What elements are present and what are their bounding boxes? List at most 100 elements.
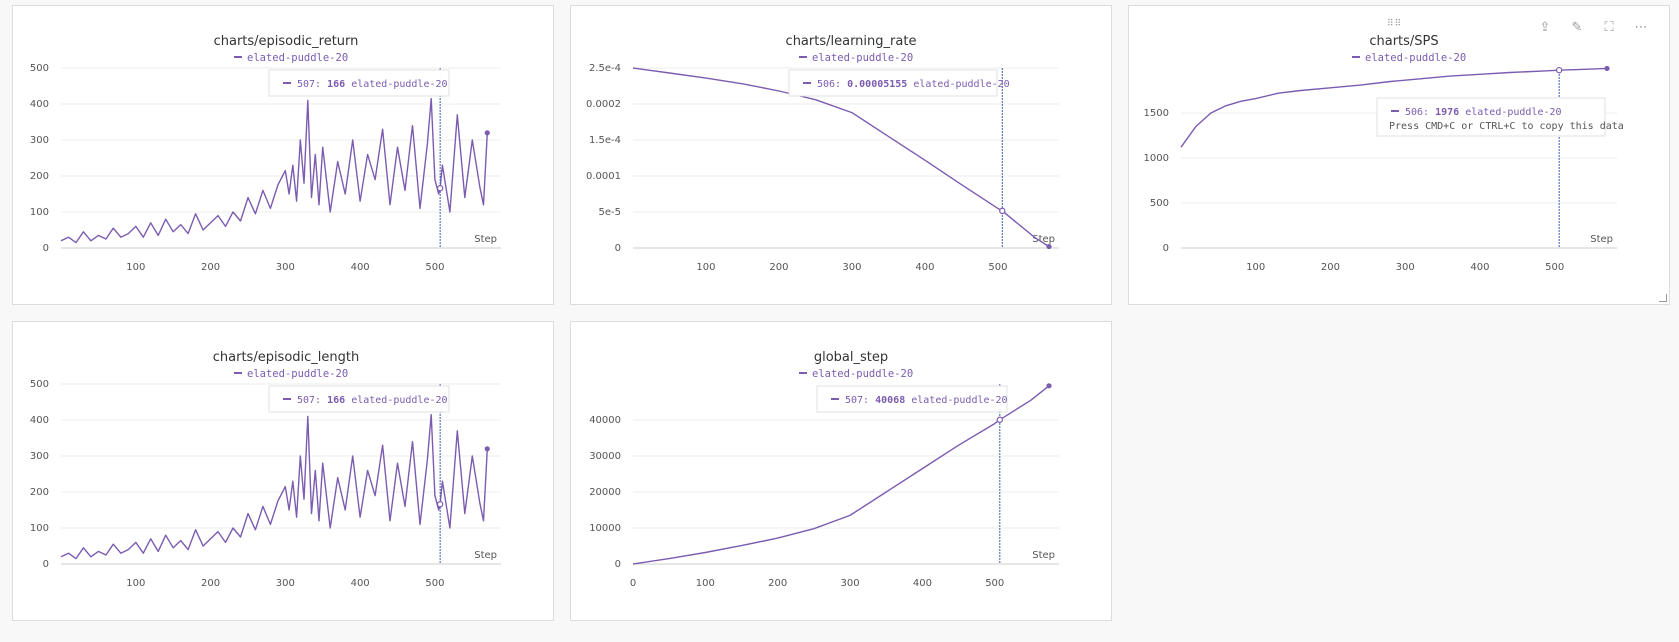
- chart-legend[interactable]: elated-puddle-20: [799, 52, 913, 64]
- series-line[interactable]: [1180, 67, 1608, 148]
- series-end-point: [484, 130, 490, 136]
- x-tick-label: 500: [425, 578, 444, 589]
- x-tick-label: 300: [276, 578, 295, 589]
- chart-panel-global-step: global_step elated-puddle-20 0 10000 20000 30…: [570, 321, 1112, 621]
- hover-point: [999, 207, 1006, 215]
- y-tick-label: 2.5e-4: [589, 63, 621, 74]
- drag-handle-icon[interactable]: ⠿⠿: [1387, 19, 1403, 29]
- tooltip-run: elated-puddle-20: [345, 79, 447, 90]
- x-tick-label: 300: [840, 578, 859, 589]
- tooltip-value: 0.00005155: [847, 79, 907, 90]
- tooltip-text: 507: 166 elated-puddle-20: [297, 395, 448, 406]
- chart-legend[interactable]: elated-puddle-20: [234, 52, 348, 64]
- tooltip-text: 506: 1976 elated-puddle-20: [1405, 107, 1562, 118]
- series-end-point: [1604, 65, 1610, 72]
- tooltip-step: 506:: [1405, 107, 1435, 118]
- x-tick-label: 500: [988, 262, 1007, 273]
- series-end-point: [1046, 383, 1052, 389]
- chart-legend[interactable]: elated-puddle-20: [799, 368, 913, 380]
- x-tick-label: 200: [201, 262, 220, 273]
- y-tick-label: 500: [1150, 198, 1169, 209]
- chart-legend[interactable]: elated-puddle-20: [234, 368, 348, 380]
- hover-tooltip: 507: 40068 elated-puddle-20: [816, 385, 1008, 413]
- y-tick-label: 100: [30, 523, 49, 534]
- y-tick-label: 500: [30, 63, 49, 74]
- y-tick-label: 500: [30, 379, 49, 390]
- y-tick-label: 0.0002: [586, 99, 621, 110]
- y-tick-label: 0: [1163, 243, 1169, 254]
- y-tick-label: 0: [43, 243, 49, 254]
- x-axis-label: Step: [474, 550, 497, 561]
- tooltip-run: elated-puddle-20: [345, 395, 447, 406]
- chart-panel-learning-rate: charts/learning_rate elated-puddle-20 0 5e-…: [570, 5, 1112, 305]
- series-end-point: [484, 446, 490, 452]
- tooltip-run: elated-puddle-20: [905, 395, 1007, 406]
- legend-label: elated-puddle-20: [812, 368, 913, 380]
- tooltip-text: 507: 40068 elated-puddle-20: [845, 395, 1008, 406]
- series-line[interactable]: [60, 97, 488, 244]
- resize-icon[interactable]: [1659, 294, 1667, 302]
- y-tick-label: 0: [615, 243, 621, 254]
- tooltip-text: 507: 166 elated-puddle-20: [297, 79, 448, 90]
- x-tick-label: 500: [985, 578, 1004, 589]
- chart-title: global_step: [814, 350, 888, 365]
- y-tick-label: 0.0001: [586, 171, 621, 182]
- tooltip-step: 507:: [297, 79, 327, 90]
- x-tick-label: 100: [1246, 262, 1265, 273]
- hover-point: [436, 185, 444, 192]
- hover-tooltip: 507: 166 elated-puddle-20: [268, 69, 450, 97]
- more-icon[interactable]: ⋯: [1634, 20, 1648, 35]
- tooltip-text: 506: 0.00005155 elated-puddle-20: [817, 79, 1010, 90]
- hover-point: [1555, 66, 1563, 74]
- chart-panel-episodic-return: charts/episodic_return elated-puddle-20 0 1…: [12, 5, 554, 305]
- y-tick-label: 200: [30, 487, 49, 498]
- hover-tooltip: 506: 1976 elated-puddle-20 Press CMD+C or…: [1376, 97, 1624, 137]
- y-tick-label: 300: [30, 451, 49, 462]
- y-tick-label: 1500: [1144, 108, 1169, 119]
- x-tick-label: 500: [1545, 262, 1564, 273]
- chart-global-step: global_step elated-puddle-20 0 10000 20000 30…: [589, 350, 1059, 589]
- tooltip-box: [1376, 97, 1606, 137]
- y-tick-label: 1.5e-4: [589, 135, 621, 146]
- tooltip-run: elated-puddle-20: [1459, 107, 1561, 118]
- x-tick-label: 400: [915, 262, 934, 273]
- tooltip-box: [268, 385, 450, 413]
- x-tick-label: 100: [696, 262, 715, 273]
- tooltip-step: 507:: [845, 395, 875, 406]
- y-tick-label: 400: [30, 99, 49, 110]
- tooltip-value: 166: [327, 395, 345, 406]
- chart-legend[interactable]: elated-puddle-20: [1352, 52, 1466, 64]
- chart-learning-rate: charts/learning_rate elated-puddle-20 0 5e-…: [586, 34, 1059, 273]
- fullscreen-icon[interactable]: ⛶: [1604, 20, 1614, 35]
- x-tick-label: 300: [842, 262, 861, 273]
- tooltip-value: 40068: [875, 395, 905, 406]
- series-line[interactable]: [60, 413, 488, 560]
- x-tick-label: 400: [351, 262, 370, 273]
- legend-label: elated-puddle-20: [812, 52, 913, 64]
- x-tick-label: 400: [913, 578, 932, 589]
- tooltip-value: 166: [327, 79, 345, 90]
- chart-panel-episodic-length: charts/episodic_length elated-puddle-20 0 1…: [12, 321, 554, 621]
- x-axis-label: Step: [1032, 234, 1055, 245]
- tooltip-box: [788, 69, 998, 97]
- y-tick-label: 30000: [589, 451, 621, 462]
- y-tick-label: 200: [30, 171, 49, 182]
- series-line[interactable]: [632, 385, 1050, 565]
- chart-title: charts/learning_rate: [786, 34, 917, 49]
- tooltip-copy-hint: Press CMD+C or CTRL+C to copy this data: [1389, 121, 1624, 132]
- hover-tooltip: 507: 166 elated-puddle-20: [268, 385, 450, 413]
- x-tick-label: 400: [1470, 262, 1489, 273]
- pencil-icon[interactable]: ✎: [1571, 20, 1583, 35]
- x-axis-label: Step: [474, 234, 497, 245]
- chart-sps: charts/SPS elated-puddle-20 0 500 1000 1500 10…: [1144, 34, 1624, 273]
- hover-tooltip: 506: 0.00005155 elated-puddle-20: [788, 69, 1010, 97]
- y-tick-label: 0: [43, 559, 49, 570]
- y-tick-label: 20000: [589, 487, 621, 498]
- share-icon[interactable]: ⇪: [1539, 20, 1551, 35]
- legend-label: elated-puddle-20: [1365, 52, 1466, 64]
- chart-panel-sps: charts/SPS elated-puddle-20 0 500 1000 1500 10…: [1128, 5, 1670, 305]
- x-tick-label: 200: [769, 262, 788, 273]
- chart-episodic-return: charts/episodic_return elated-puddle-20 0 1…: [30, 34, 501, 273]
- hover-point: [436, 501, 444, 508]
- y-tick-label: 100: [30, 207, 49, 218]
